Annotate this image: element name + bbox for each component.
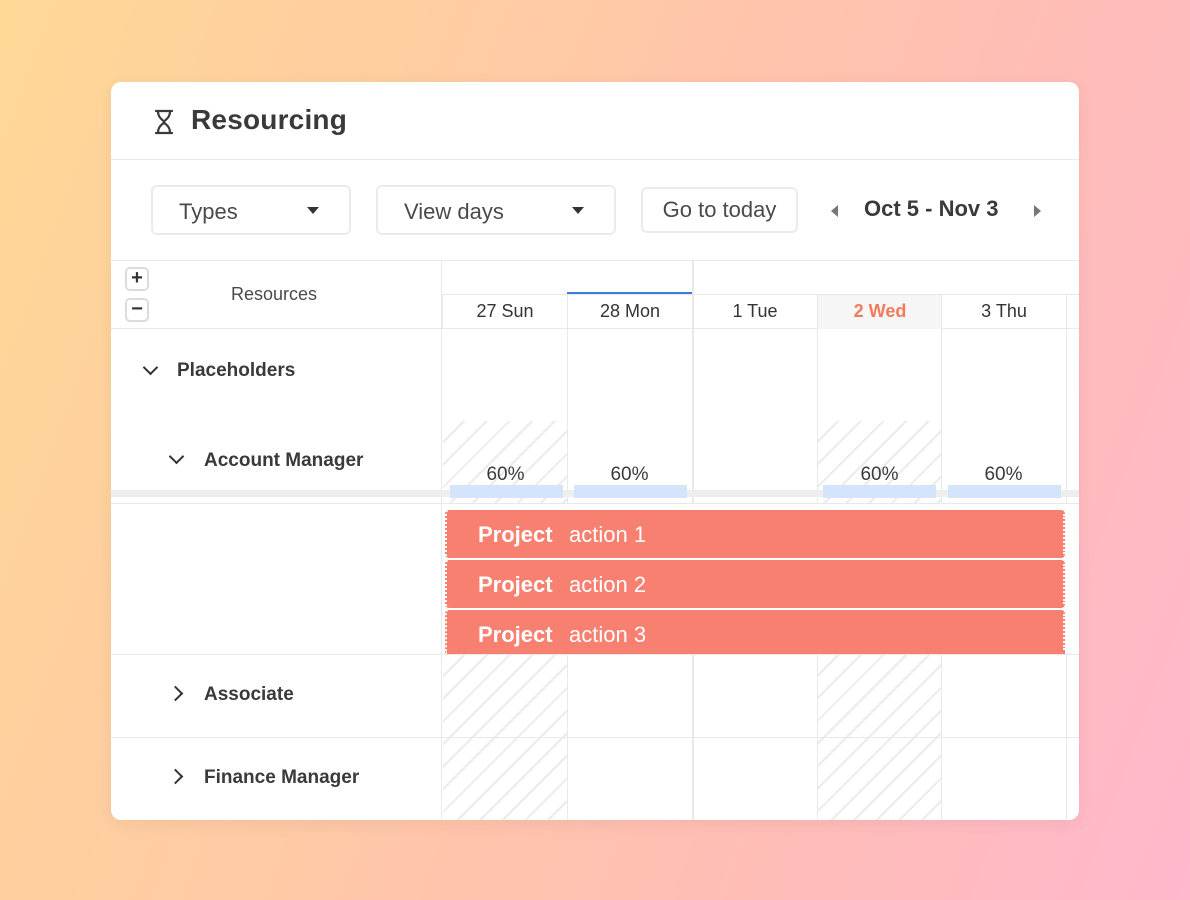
row-divider [111, 737, 1079, 738]
row-divider [111, 654, 1079, 655]
current-week-indicator [567, 292, 694, 295]
toolbar: Types View days Go to today Oct 5 - Nov … [111, 161, 1079, 261]
caret-down-icon [572, 207, 584, 214]
task-project-label: Project [478, 622, 553, 647]
zoom-out-button[interactable]: − [125, 298, 149, 322]
page-title: Resourcing [191, 104, 348, 135]
zoom-in-button[interactable]: + [125, 267, 149, 291]
task-name: action 2 [569, 572, 647, 597]
hourglass-icon [154, 109, 174, 135]
collapse-account-manager-icon[interactable] [168, 448, 185, 465]
collapse-placeholders-icon[interactable] [142, 359, 159, 376]
row-divider [111, 503, 1079, 504]
group-account-manager-label: Account Manager [204, 450, 364, 471]
date-range-label: Oct 5 - Nov 3 [864, 196, 999, 221]
resourcing-panel: Resourcing Types View days Go to today O… [111, 82, 1079, 820]
utilization-percent: 60% [860, 464, 899, 485]
day-header: 28 Mon [567, 294, 692, 329]
group-placeholders-label: Placeholders [177, 360, 296, 381]
column-header: + − Resources 27 Sun 28 Mon 1 Tue 2 Wed … [111, 261, 1079, 329]
group-associate-label: Associate [204, 684, 294, 705]
caret-down-icon [307, 207, 319, 214]
divider [441, 261, 442, 820]
resources-column-label: Resources [231, 284, 318, 304]
utilization-bar [823, 485, 936, 498]
task-bar[interactable]: Project action 2 [445, 560, 1065, 608]
utilization-bar [574, 485, 687, 498]
task-bar[interactable]: Project action 1 [445, 510, 1065, 558]
expand-associate-icon[interactable] [167, 685, 184, 702]
previous-range-icon[interactable] [831, 205, 838, 217]
resource-grid: + − Resources 27 Sun 28 Mon 1 Tue 2 Wed … [111, 261, 1079, 820]
task-project-label: Project [478, 522, 553, 547]
day-header: 1 Tue [692, 294, 817, 329]
task-bar[interactable]: Project action 3 [445, 610, 1065, 654]
day-header: 27 Sun [442, 294, 567, 329]
view-days-dropdown[interactable]: View days [376, 185, 616, 235]
utilization-bar [948, 485, 1061, 498]
types-dropdown[interactable]: Types [151, 185, 351, 235]
utilization-percent: 60% [610, 464, 649, 485]
utilization-percent: 60% [984, 464, 1023, 485]
resize-handle[interactable] [1063, 564, 1065, 604]
expand-finance-manager-icon[interactable] [167, 768, 184, 785]
day-header-overflow [1066, 294, 1079, 329]
day-header: 3 Thu [941, 294, 1066, 329]
day-header-today: 2 Wed [817, 294, 942, 329]
panel-header: Resourcing [111, 82, 1079, 160]
task-project-label: Project [478, 572, 553, 597]
next-range-icon[interactable] [1034, 205, 1041, 217]
go-to-today-button[interactable]: Go to today [641, 187, 798, 233]
resize-handle[interactable] [1063, 514, 1065, 554]
task-name: action 3 [569, 622, 647, 647]
utilization-percent: 60% [486, 464, 525, 485]
utilization-bar [450, 485, 563, 498]
group-finance-manager-label: Finance Manager [204, 767, 360, 788]
types-dropdown-label: Types [179, 199, 238, 224]
resize-handle[interactable] [1063, 614, 1065, 650]
view-days-dropdown-label: View days [404, 199, 504, 224]
row-spacer [111, 497, 441, 503]
task-name: action 1 [569, 522, 647, 547]
